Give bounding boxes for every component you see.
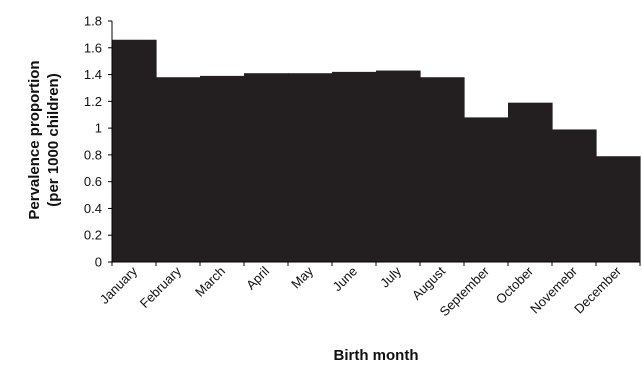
x-tick-label-june: June (330, 264, 361, 295)
bar-february (156, 77, 201, 262)
y-tick-label: 1 (95, 121, 102, 136)
y-tick-label: 1.8 (84, 14, 102, 29)
x-axis-title: Birth month (334, 347, 419, 364)
x-tick-label-january: January (97, 263, 141, 307)
y-tick-labels: 0 0.2 0.4 0.6 0.8 1 1.2 1.4 1.6 1.8 (84, 14, 102, 270)
y-tick-label: 0.8 (84, 147, 102, 162)
bar-september (464, 117, 509, 263)
bar-may (288, 73, 333, 262)
y-tick-label: 0 (95, 255, 102, 270)
x-tick-label-july: July (377, 263, 404, 290)
y-tick-label: 1.6 (84, 40, 102, 55)
y-tick-label: 0.6 (84, 174, 102, 189)
bar-january (112, 39, 157, 262)
bar-july (376, 70, 421, 263)
x-tick-label-february: February (137, 263, 185, 311)
bar-october (508, 102, 553, 262)
bar-august (420, 77, 465, 262)
bar-novemebr (552, 129, 597, 262)
y-tick-label: 1.4 (84, 67, 102, 82)
bar-december (596, 156, 641, 262)
axes-group (108, 20, 641, 266)
x-tick-label-march: March (192, 264, 228, 300)
x-tick-label-may: May (288, 263, 316, 291)
bar-march (200, 75, 245, 263)
bar-june (332, 71, 377, 262)
x-tick-label-october: October (493, 263, 537, 307)
y-axis-title-line-1: Pervalence proportion (26, 60, 43, 219)
y-axis-title-line-2: (per 1000 children) (45, 73, 62, 206)
y-tick-label: 0.4 (84, 201, 102, 216)
bar-april (244, 73, 289, 262)
bars-group (112, 39, 641, 263)
y-tick-label: 0.2 (84, 228, 102, 243)
x-tick-label-august: August (409, 263, 448, 302)
x-tick-label-december: December (571, 263, 624, 316)
x-tick-label-april: April (243, 263, 272, 292)
y-tick-label: 1.2 (84, 94, 102, 109)
